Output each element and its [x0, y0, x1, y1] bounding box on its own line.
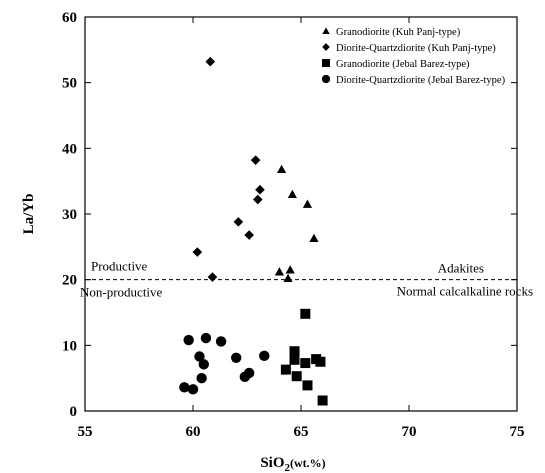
y-tick-label: 30 — [62, 207, 77, 223]
legend-label: Granodiorite (Jebal Barez-type) — [336, 59, 470, 70]
legend-marker-circle — [321, 74, 331, 84]
point-diamond — [233, 217, 244, 227]
data-points — [179, 56, 328, 406]
annotation-productive: Productive — [91, 259, 148, 274]
annotation-adakites: Adakites — [438, 261, 484, 276]
point-triangle — [309, 233, 319, 242]
point-diamond — [207, 272, 218, 282]
annotation-non-productive: Non-productive — [80, 285, 163, 300]
y-tick-label: 40 — [62, 141, 77, 157]
y-tick-label: 50 — [62, 76, 77, 92]
point-triangle — [274, 267, 284, 276]
point-circle — [259, 350, 270, 362]
point-triangle — [285, 265, 295, 274]
point-square — [317, 395, 328, 406]
legend-marker-square — [322, 59, 330, 67]
point-triangle — [276, 164, 287, 174]
annotations: Productive Non-productive Adakites Normal c… — [80, 259, 533, 300]
point-square — [291, 371, 302, 382]
point-circle — [200, 332, 212, 344]
point-circle — [179, 382, 190, 393]
legend-marker-triangle — [322, 27, 330, 34]
legend: Granodiorite (Kuh Panj-type) Diorite-Quar… — [321, 27, 506, 86]
point-circle — [196, 372, 207, 384]
point-triangle — [302, 199, 313, 208]
point-square — [302, 380, 313, 391]
x-tick-label: 55 — [78, 424, 93, 440]
y-axis-title: La/Yb — [21, 194, 37, 235]
point-square — [289, 354, 300, 365]
legend-label: Diorite-Quartzdiorite (Kuh Panj-type) — [336, 43, 496, 54]
point-square — [300, 358, 311, 369]
point-diamond — [244, 230, 254, 240]
y-tick-label: 0 — [70, 404, 78, 420]
point-square — [315, 356, 326, 367]
axes: 55 60 65 70 75 0 10 20 30 40 50 60 La/Yb SiO2(wt.%) — [21, 10, 525, 473]
point-triangle — [283, 273, 293, 283]
point-square — [289, 346, 300, 357]
point-square — [280, 364, 291, 375]
x-tick-label: 65 — [294, 424, 309, 440]
point-circle — [198, 359, 209, 370]
y-tick-label: 10 — [62, 338, 77, 354]
point-diamond — [192, 247, 203, 257]
point-circle — [187, 384, 199, 395]
point-circle — [215, 336, 227, 347]
point-triangle — [287, 189, 297, 198]
legend-label: Granodiorite (Kuh Panj-type) — [336, 27, 461, 38]
x-tick-label: 60 — [186, 424, 201, 440]
point-circle — [183, 334, 194, 346]
x-tick-label: 75 — [510, 424, 525, 440]
annotation-normal-calcalkaline: Normal calcalkaline rocks — [397, 284, 533, 299]
x-axis-title: SiO2(wt.%) — [260, 455, 325, 473]
point-square — [300, 308, 311, 319]
point-diamond — [250, 155, 261, 165]
y-tick-label: 60 — [62, 10, 77, 26]
point-circle — [194, 351, 205, 362]
point-circle — [239, 371, 251, 383]
x-tick-label: 70 — [402, 424, 417, 440]
point-diamond — [253, 194, 263, 205]
point-diamond — [255, 184, 265, 195]
point-diamond — [205, 56, 216, 67]
y-tick-label: 20 — [62, 273, 77, 289]
point-circle — [231, 352, 242, 364]
legend-marker-diamond — [322, 43, 330, 51]
legend-label: Diorite-Quartzdiorite (Jebal Barez-type) — [336, 75, 506, 86]
